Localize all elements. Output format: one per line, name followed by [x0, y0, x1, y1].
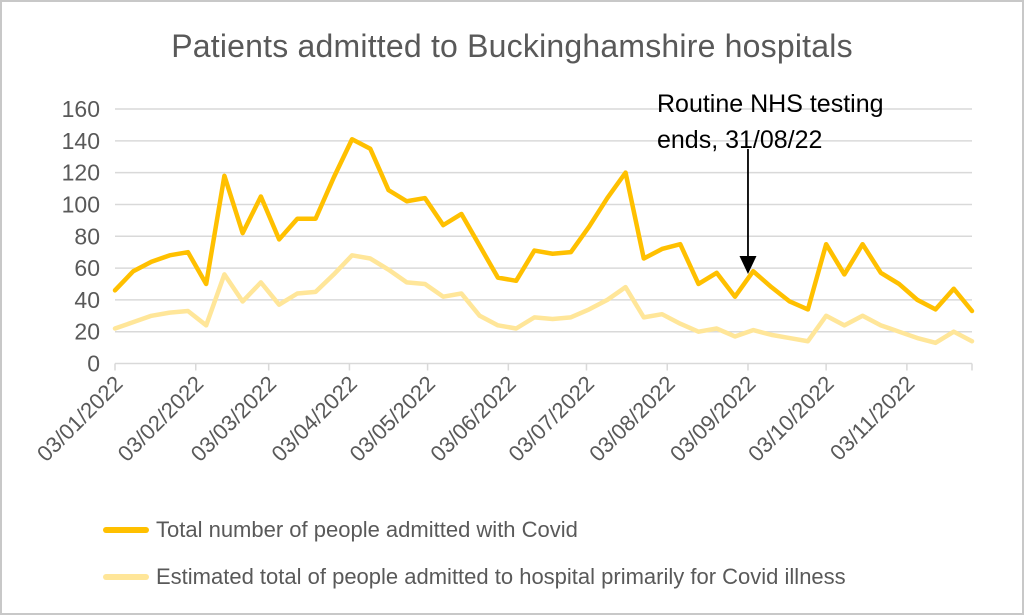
series-line-total: [112, 136, 975, 314]
chart-title: Patients admitted to Buckinghamshire hos…: [171, 28, 853, 64]
annotation-line-2: ends, 31/08/22: [657, 126, 823, 154]
legend-item-total: Total number of people admitted with Cov…: [103, 517, 846, 543]
y-axis-label: 60: [74, 255, 100, 281]
legend-item-estimated: Estimated total of people admitted to ho…: [103, 564, 846, 590]
legend-label-estimated: Estimated total of people admitted to ho…: [156, 564, 846, 589]
y-axis-label: 0: [87, 351, 100, 377]
y-axis-label: 100: [62, 191, 100, 217]
x-axis-label: 03/11/2022: [825, 371, 919, 465]
y-axis-label: 160: [62, 96, 100, 122]
x-axis-label: 03/08/2022: [584, 371, 680, 467]
legend: Total number of people admitted with Cov…: [103, 517, 846, 590]
x-axis-label: 03/01/2022: [32, 371, 128, 467]
legend-swatch-total: [103, 527, 149, 533]
series-line-estimated: [112, 253, 975, 346]
y-axis-label: 140: [62, 128, 100, 154]
legend-label-total: Total number of people admitted with Cov…: [156, 517, 578, 542]
legend-swatch-estimated: [103, 574, 149, 580]
y-axis-label: 20: [74, 319, 100, 345]
annotation-arrow-head: [739, 256, 757, 274]
y-axis-label: 40: [74, 287, 100, 313]
x-axis-label: 03/10/2022: [743, 371, 839, 467]
annotation-callout: Routine NHS testing ends, 31/08/22: [657, 86, 884, 158]
y-axis-label: 120: [62, 160, 100, 186]
x-axis-label: 03/05/2022: [345, 371, 441, 467]
x-axis-label: 03/07/2022: [503, 371, 599, 467]
y-axis-label: 80: [74, 223, 100, 249]
annotation-line-1: Routine NHS testing: [657, 90, 884, 118]
